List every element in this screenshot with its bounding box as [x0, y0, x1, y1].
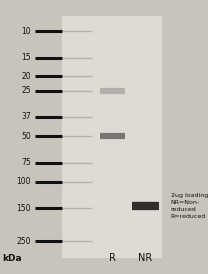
Text: 15: 15 [22, 53, 31, 62]
Text: 20: 20 [22, 72, 31, 81]
Text: 2ug loading
NR=Non-
reduced
R=reduced: 2ug loading NR=Non- reduced R=reduced [171, 193, 208, 219]
Text: 150: 150 [17, 204, 31, 213]
Text: R: R [109, 253, 116, 263]
Text: 250: 250 [17, 237, 31, 246]
Text: NR: NR [139, 253, 153, 263]
Text: 50: 50 [21, 132, 31, 141]
Text: 100: 100 [17, 177, 31, 186]
Bar [62, 16, 162, 258]
Text: kDa: kDa [2, 254, 22, 263]
Text: 37: 37 [21, 112, 31, 121]
Text: 10: 10 [22, 27, 31, 36]
Text: 25: 25 [22, 86, 31, 95]
Text: 75: 75 [21, 158, 31, 167]
